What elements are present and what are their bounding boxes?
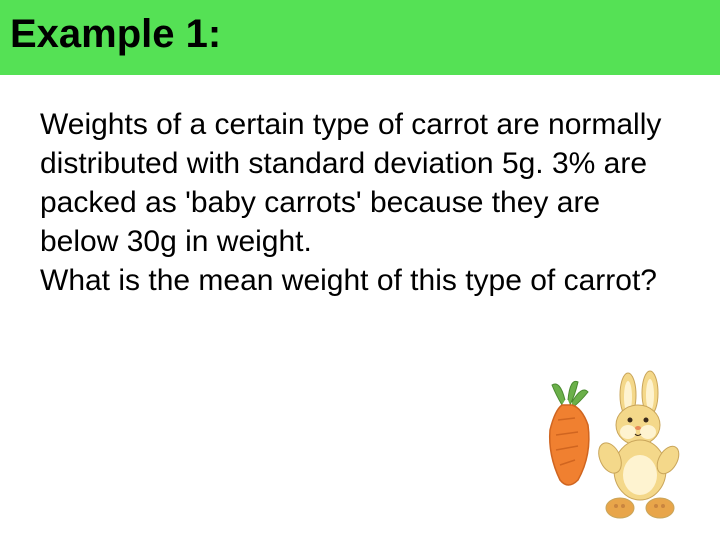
bunny-carrot-illustration (520, 370, 700, 530)
header-banner: Example 1: (0, 0, 720, 75)
bunny-icon (594, 371, 683, 518)
carrot-icon (550, 381, 589, 485)
problem-text: Weights of a certain type of carrot are … (40, 105, 680, 300)
example-title: Example 1: (10, 12, 710, 57)
content-area: Weights of a certain type of carrot are … (0, 75, 720, 300)
